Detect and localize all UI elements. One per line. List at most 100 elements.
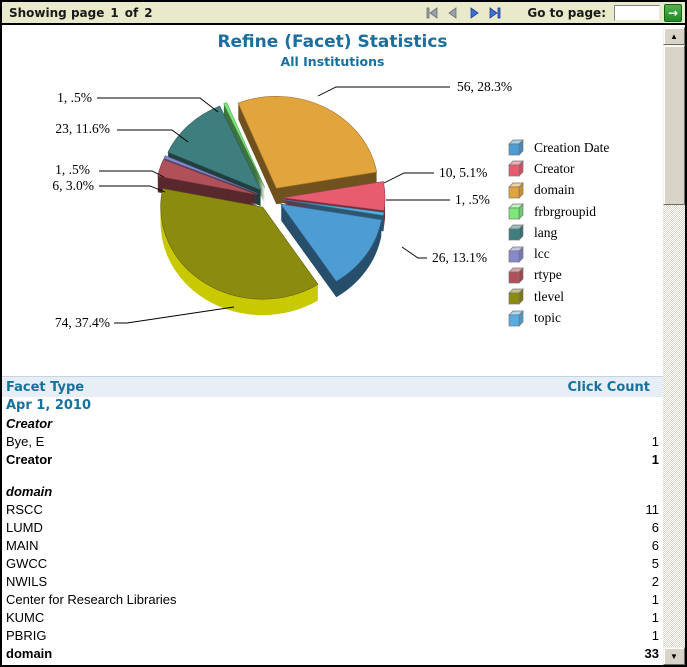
facet-value-label: Bye, E — [6, 434, 45, 449]
facet-click-count: 11 — [645, 502, 660, 517]
pie-slice-label: 6, 3.0% — [52, 178, 94, 193]
facet-value-label: MAIN — [6, 538, 39, 553]
facet-click-count: 6 — [651, 520, 659, 535]
table-row: domain 33 — [2, 645, 663, 663]
legend-cube-icon — [508, 288, 524, 306]
legend-item: Creator — [507, 158, 609, 179]
pie-slice-label: 26, 13.1% — [432, 250, 487, 265]
table-header: Facet Type Click Count — [2, 376, 663, 397]
legend-item: tlevel — [507, 286, 609, 307]
goto-page-label: Go to page: — [527, 5, 606, 20]
legend-item: frbrgroupid — [507, 201, 609, 222]
table-row: Center for Research Libraries 1 — [2, 591, 663, 609]
facet-table: Facet Type Click Count Apr 1, 2010 Creat… — [2, 376, 663, 663]
legend-item: Creation Date — [507, 137, 609, 158]
first-page-button[interactable] — [423, 4, 440, 21]
page-title: Refine (Facet) Statistics — [217, 32, 448, 52]
table-row: Bye, E 1 — [2, 433, 663, 451]
facet-value-label: RSCC — [6, 502, 43, 517]
facet-total-label: Creator — [6, 452, 53, 467]
facet-value-label: GWCC — [6, 556, 48, 571]
legend-label: domain — [534, 182, 575, 198]
legend-item: domain — [507, 180, 609, 201]
legend-cube-icon — [508, 181, 524, 199]
legend-label: Creator — [534, 160, 575, 176]
table-row: RSCC 11 — [2, 501, 663, 519]
previous-page-icon — [448, 6, 457, 19]
legend-label: lcc — [534, 246, 550, 262]
current-page-number: 1 — [110, 5, 119, 20]
of-label: of — [124, 5, 139, 20]
facet-click-count: 2 — [651, 574, 659, 589]
table-row: Creator 1 — [2, 451, 663, 469]
legend-cube-icon — [508, 245, 524, 263]
facet-section-title: Creator — [6, 416, 53, 431]
scrollbar-thumb[interactable] — [663, 45, 685, 205]
legend-label: lang — [534, 224, 558, 240]
facet-total-label: domain — [6, 646, 53, 661]
page-subtitle: All Institutions — [280, 54, 385, 69]
legend-label: Creation Date — [534, 139, 610, 155]
facet-value-label: KUMC — [6, 610, 45, 625]
pie-slice-label: 1, .5% — [455, 192, 490, 207]
legend-label: frbrgroupid — [534, 203, 596, 219]
legend-cube-icon — [508, 160, 524, 178]
goto-page-input[interactable] — [614, 4, 660, 21]
date-group-header: Apr 1, 2010 — [6, 398, 91, 413]
facet-click-count: 1 — [651, 592, 659, 607]
facet-click-count: 1 — [651, 610, 659, 625]
table-row: LUMD 6 — [2, 519, 663, 537]
pie-slice-label: 1, .5% — [57, 90, 92, 105]
legend-cube-icon — [508, 139, 524, 156]
facet-click-count: 5 — [651, 556, 659, 571]
legend-cube-icon — [508, 203, 524, 220]
legend-cube-icon — [508, 309, 524, 327]
legend-cube-icon — [508, 224, 524, 242]
table-row: MAIN 6 — [2, 537, 663, 555]
legend-item: lcc — [507, 243, 609, 264]
pie-slice-label: 23, 11.6% — [55, 121, 110, 136]
facet-click-count: 1 — [651, 434, 659, 449]
legend-label: tlevel — [534, 288, 564, 304]
facet-type-column-header: Facet Type — [6, 379, 85, 395]
click-count-column-header: Click Count — [567, 379, 650, 395]
legend-label: topic — [534, 310, 561, 326]
legend-label: rtype — [534, 267, 562, 283]
legend-item: lang — [507, 222, 609, 243]
total-pages-number: 2 — [144, 5, 153, 20]
facet-total-count: 1 — [651, 452, 659, 467]
pie-chart-svg: 56, 28.3% 10, 5.1% 1, .5% 26, 13.1% 74, 37.4… — [52, 79, 512, 330]
facet-click-count: 6 — [651, 538, 659, 553]
showing-page-label: Showing page — [9, 5, 105, 20]
next-page-button[interactable] — [465, 4, 482, 21]
table-row: NWILS 2 — [2, 573, 663, 591]
go-button[interactable]: → — [664, 3, 682, 22]
table-row: KUMC 1 — [2, 609, 663, 627]
facet-section-title: domain — [6, 484, 53, 499]
previous-page-button[interactable] — [444, 4, 461, 21]
legend: Creation Date Creator domain frbrgroupid lan… — [507, 137, 609, 329]
facet-click-count: 1 — [651, 628, 659, 643]
table-row: PBRIG 1 — [2, 627, 663, 645]
legend-item: topic — [507, 307, 609, 328]
last-page-button[interactable] — [486, 4, 503, 21]
pie-slice-label: 1, .5% — [55, 162, 90, 177]
facet-total-count: 33 — [644, 646, 659, 661]
legend-item: rtype — [507, 265, 609, 286]
pie-slice-label: 74, 37.4% — [55, 315, 110, 330]
pie-chart: 56, 28.3% 10, 5.1% 1, .5% 26, 13.1% 74, 37.4… — [2, 27, 665, 379]
scroll-down-button[interactable]: ▼ — [663, 647, 685, 665]
last-page-icon — [489, 6, 501, 19]
facet-value-label: PBRIG — [6, 628, 47, 643]
vertical-scrollbar[interactable]: ▲ ▼ — [663, 27, 685, 665]
first-page-icon — [426, 6, 438, 19]
pie-slice-label: 10, 5.1% — [439, 165, 487, 180]
paging-bar: Showing page 1 of 2 Go to pag — [2, 2, 685, 25]
scroll-up-button[interactable]: ▲ — [663, 27, 685, 45]
pie-labels: 56, 28.3% 10, 5.1% 1, .5% 26, 13.1% 74, 37.4… — [52, 79, 512, 330]
pie-slices — [157, 96, 386, 316]
table-row: GWCC 5 — [2, 555, 663, 573]
facet-table-body: Creator Bye, E 1 Creator 1 domain RSCC 11 LUMD 6 M… — [2, 415, 663, 663]
facet-value-label: NWILS — [6, 574, 48, 589]
